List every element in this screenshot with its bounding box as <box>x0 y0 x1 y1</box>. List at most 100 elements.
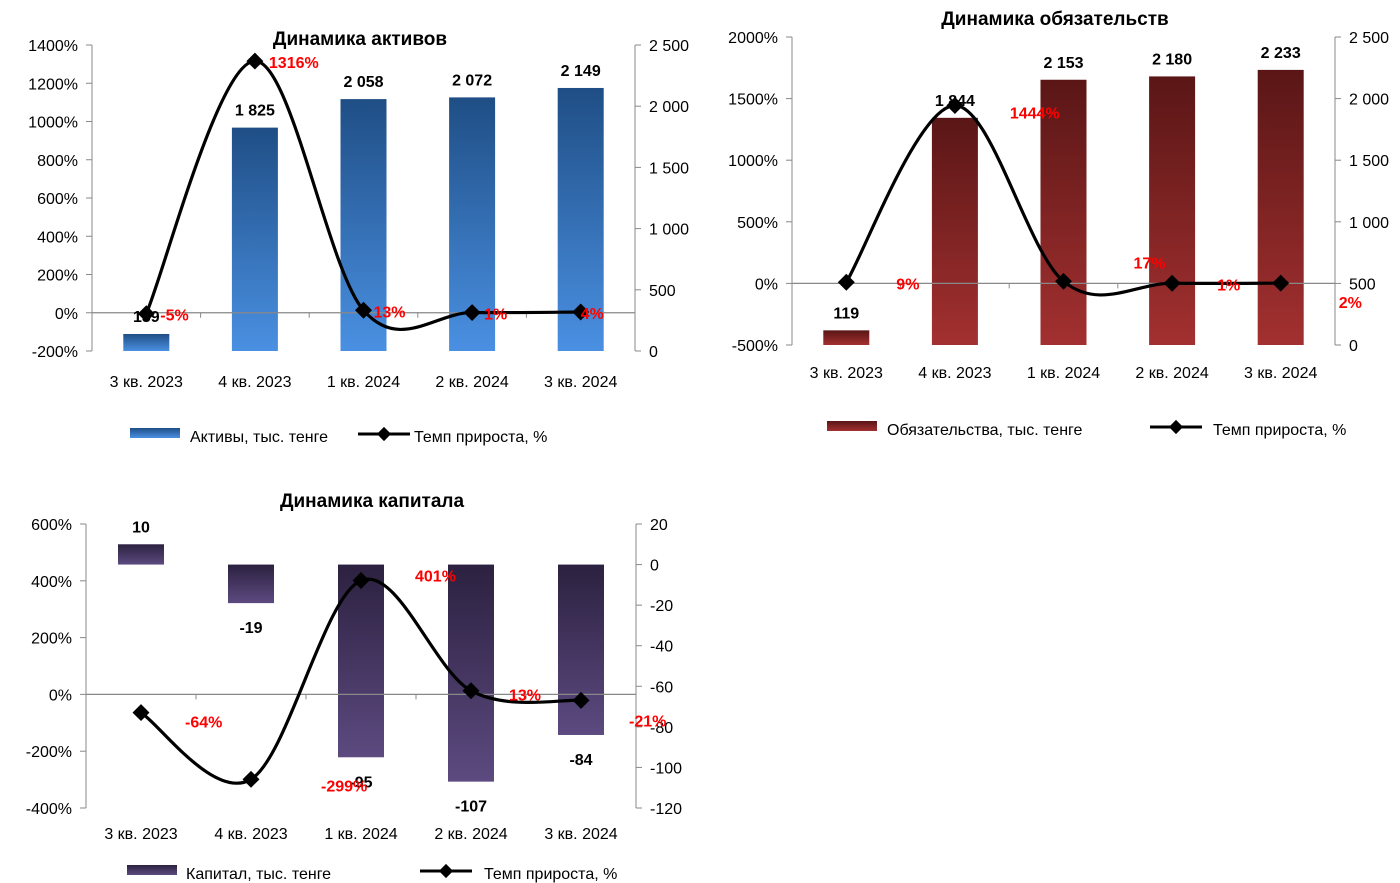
equity-chart: Динамика капитала -400% -200% 0% 200% 400% 600… <box>26 491 682 883</box>
category-label: 3 кв. 2023 <box>810 365 883 382</box>
category-label: 2 кв. 2024 <box>434 826 507 843</box>
growth-point <box>242 770 260 788</box>
bar <box>558 564 604 735</box>
y-left-tick-label: -200% <box>26 744 72 761</box>
category-label: 1 кв. 2024 <box>327 374 400 391</box>
bar-value-label: 2 149 <box>561 63 601 80</box>
bar <box>823 330 870 345</box>
y-left-tick-label: 1000% <box>728 153 778 170</box>
y-left-tick-label: 600% <box>37 191 78 208</box>
category-label: 1 кв. 2024 <box>1027 365 1100 382</box>
growth-label: 9% <box>896 276 919 293</box>
category-label: 3 кв. 2024 <box>544 374 617 391</box>
legend-bar-swatch <box>130 428 180 438</box>
y-left-tick-label: 0% <box>55 306 78 323</box>
y-left-tick-label: 0% <box>755 276 778 293</box>
bar-value-label: 119 <box>833 305 859 322</box>
y-left-tick-label: 1200% <box>28 76 78 93</box>
y-right-tick-label: 0 <box>1349 338 1358 355</box>
y-right-tick-label: 0 <box>650 558 659 575</box>
bar <box>228 564 274 604</box>
bar-value-label: -19 <box>239 620 262 637</box>
y-right-tick-label: 1 500 <box>1349 153 1389 170</box>
chart-title: Динамика капитала <box>280 491 465 512</box>
bar-value-label: -84 <box>569 752 592 769</box>
bar <box>123 333 170 351</box>
growth-point <box>946 97 964 114</box>
growth-label: 1316% <box>269 55 319 72</box>
bar-value-label: -107 <box>455 799 487 816</box>
y-left-tick-label: 1000% <box>28 115 78 132</box>
growth-label: 2% <box>1339 295 1362 312</box>
legend-bar-label: Капитал, тыс. тенге <box>186 866 331 883</box>
y-right-tick-label: 2 500 <box>1349 30 1389 47</box>
y-right-tick-label: 2 000 <box>649 99 689 116</box>
legend-line-marker <box>1168 419 1184 435</box>
bar <box>118 544 164 565</box>
growth-label: 1% <box>484 307 507 324</box>
legend-bar-swatch <box>127 865 177 875</box>
y-left-tick-label: 400% <box>31 574 72 591</box>
legend-line-marker <box>376 426 392 442</box>
growth-label: 1% <box>1217 277 1240 294</box>
bar <box>1257 69 1304 345</box>
assets-chart: Динамика активов -200% 0% 200% 400% 600% 800% 1… <box>28 29 689 446</box>
y-right-tick-label: 1 000 <box>1349 215 1389 232</box>
growth-label: 401% <box>415 569 456 586</box>
growth-label: 1444% <box>1010 105 1060 122</box>
y-left-tick-label: 1500% <box>728 92 778 109</box>
y-right-tick-label: 500 <box>649 283 676 300</box>
bar-value-label: 10 <box>132 519 150 536</box>
legend-bar-label: Активы, тыс. тенге <box>190 429 328 446</box>
y-left-tick-label: -500% <box>732 338 778 355</box>
y-left-tick-label: 600% <box>31 517 72 534</box>
y-left-tick-label: 400% <box>37 229 78 246</box>
category-label: 2 кв. 2024 <box>1135 365 1208 382</box>
legend-bar-label: Обязательства, тыс. тенге <box>887 422 1083 439</box>
legend-line-label: Темп прироста, % <box>1213 422 1346 439</box>
y-left-tick-label: 200% <box>37 268 78 285</box>
bar-value-label: -95 <box>349 774 372 791</box>
y-right-tick-label: 2 500 <box>649 38 689 55</box>
growth-point <box>463 304 481 322</box>
category-label: 4 кв. 2023 <box>214 826 287 843</box>
y-left-tick-label: 0% <box>49 687 72 704</box>
category-label: 3 кв. 2023 <box>104 826 177 843</box>
bar-value-label: 2 072 <box>452 72 492 89</box>
growth-line <box>140 577 582 785</box>
bar-value-label: 2 058 <box>343 74 383 91</box>
growth-label: 4% <box>581 306 604 323</box>
bar-value-label: 1 825 <box>235 103 275 120</box>
growth-label: 17% <box>1134 255 1166 272</box>
growth-label: 13% <box>509 688 541 705</box>
y-right-tick-label: -60 <box>650 679 673 696</box>
growth-label: -64% <box>185 715 222 732</box>
y-right-tick-label: 0 <box>649 344 658 361</box>
y-left-tick-label: -400% <box>26 801 72 818</box>
growth-point <box>837 273 855 291</box>
chart-title: Динамика активов <box>273 29 447 50</box>
bar <box>231 127 278 352</box>
y-right-tick-label: 2 000 <box>1349 92 1389 109</box>
y-right-tick-label: -120 <box>650 801 682 818</box>
category-label: 3 кв. 2023 <box>110 374 183 391</box>
category-label: 4 кв. 2023 <box>218 374 291 391</box>
growth-point <box>572 303 590 321</box>
growth-point <box>246 52 264 70</box>
bar-value-label: 2 153 <box>1043 55 1083 72</box>
growth-label: 13% <box>374 304 406 321</box>
liabilities-chart: Динамика обязательств -500% 0% 500% 1000% 150… <box>728 9 1389 439</box>
growth-line <box>844 103 1281 297</box>
y-right-tick-label: 20 <box>650 517 668 534</box>
growth-label: -21% <box>629 713 666 730</box>
category-label: 1 кв. 2024 <box>324 826 397 843</box>
legend-bar-swatch <box>827 421 877 431</box>
category-label: 4 кв. 2023 <box>918 365 991 382</box>
growth-point <box>355 301 372 319</box>
y-left-tick-label: 500% <box>737 215 778 232</box>
y-right-tick-label: 500 <box>1349 276 1376 293</box>
category-label: 3 кв. 2024 <box>1244 365 1317 382</box>
y-left-tick-label: 2000% <box>728 30 778 47</box>
legend-line-label: Темп прироста, % <box>414 429 547 446</box>
growth-point <box>572 691 590 709</box>
